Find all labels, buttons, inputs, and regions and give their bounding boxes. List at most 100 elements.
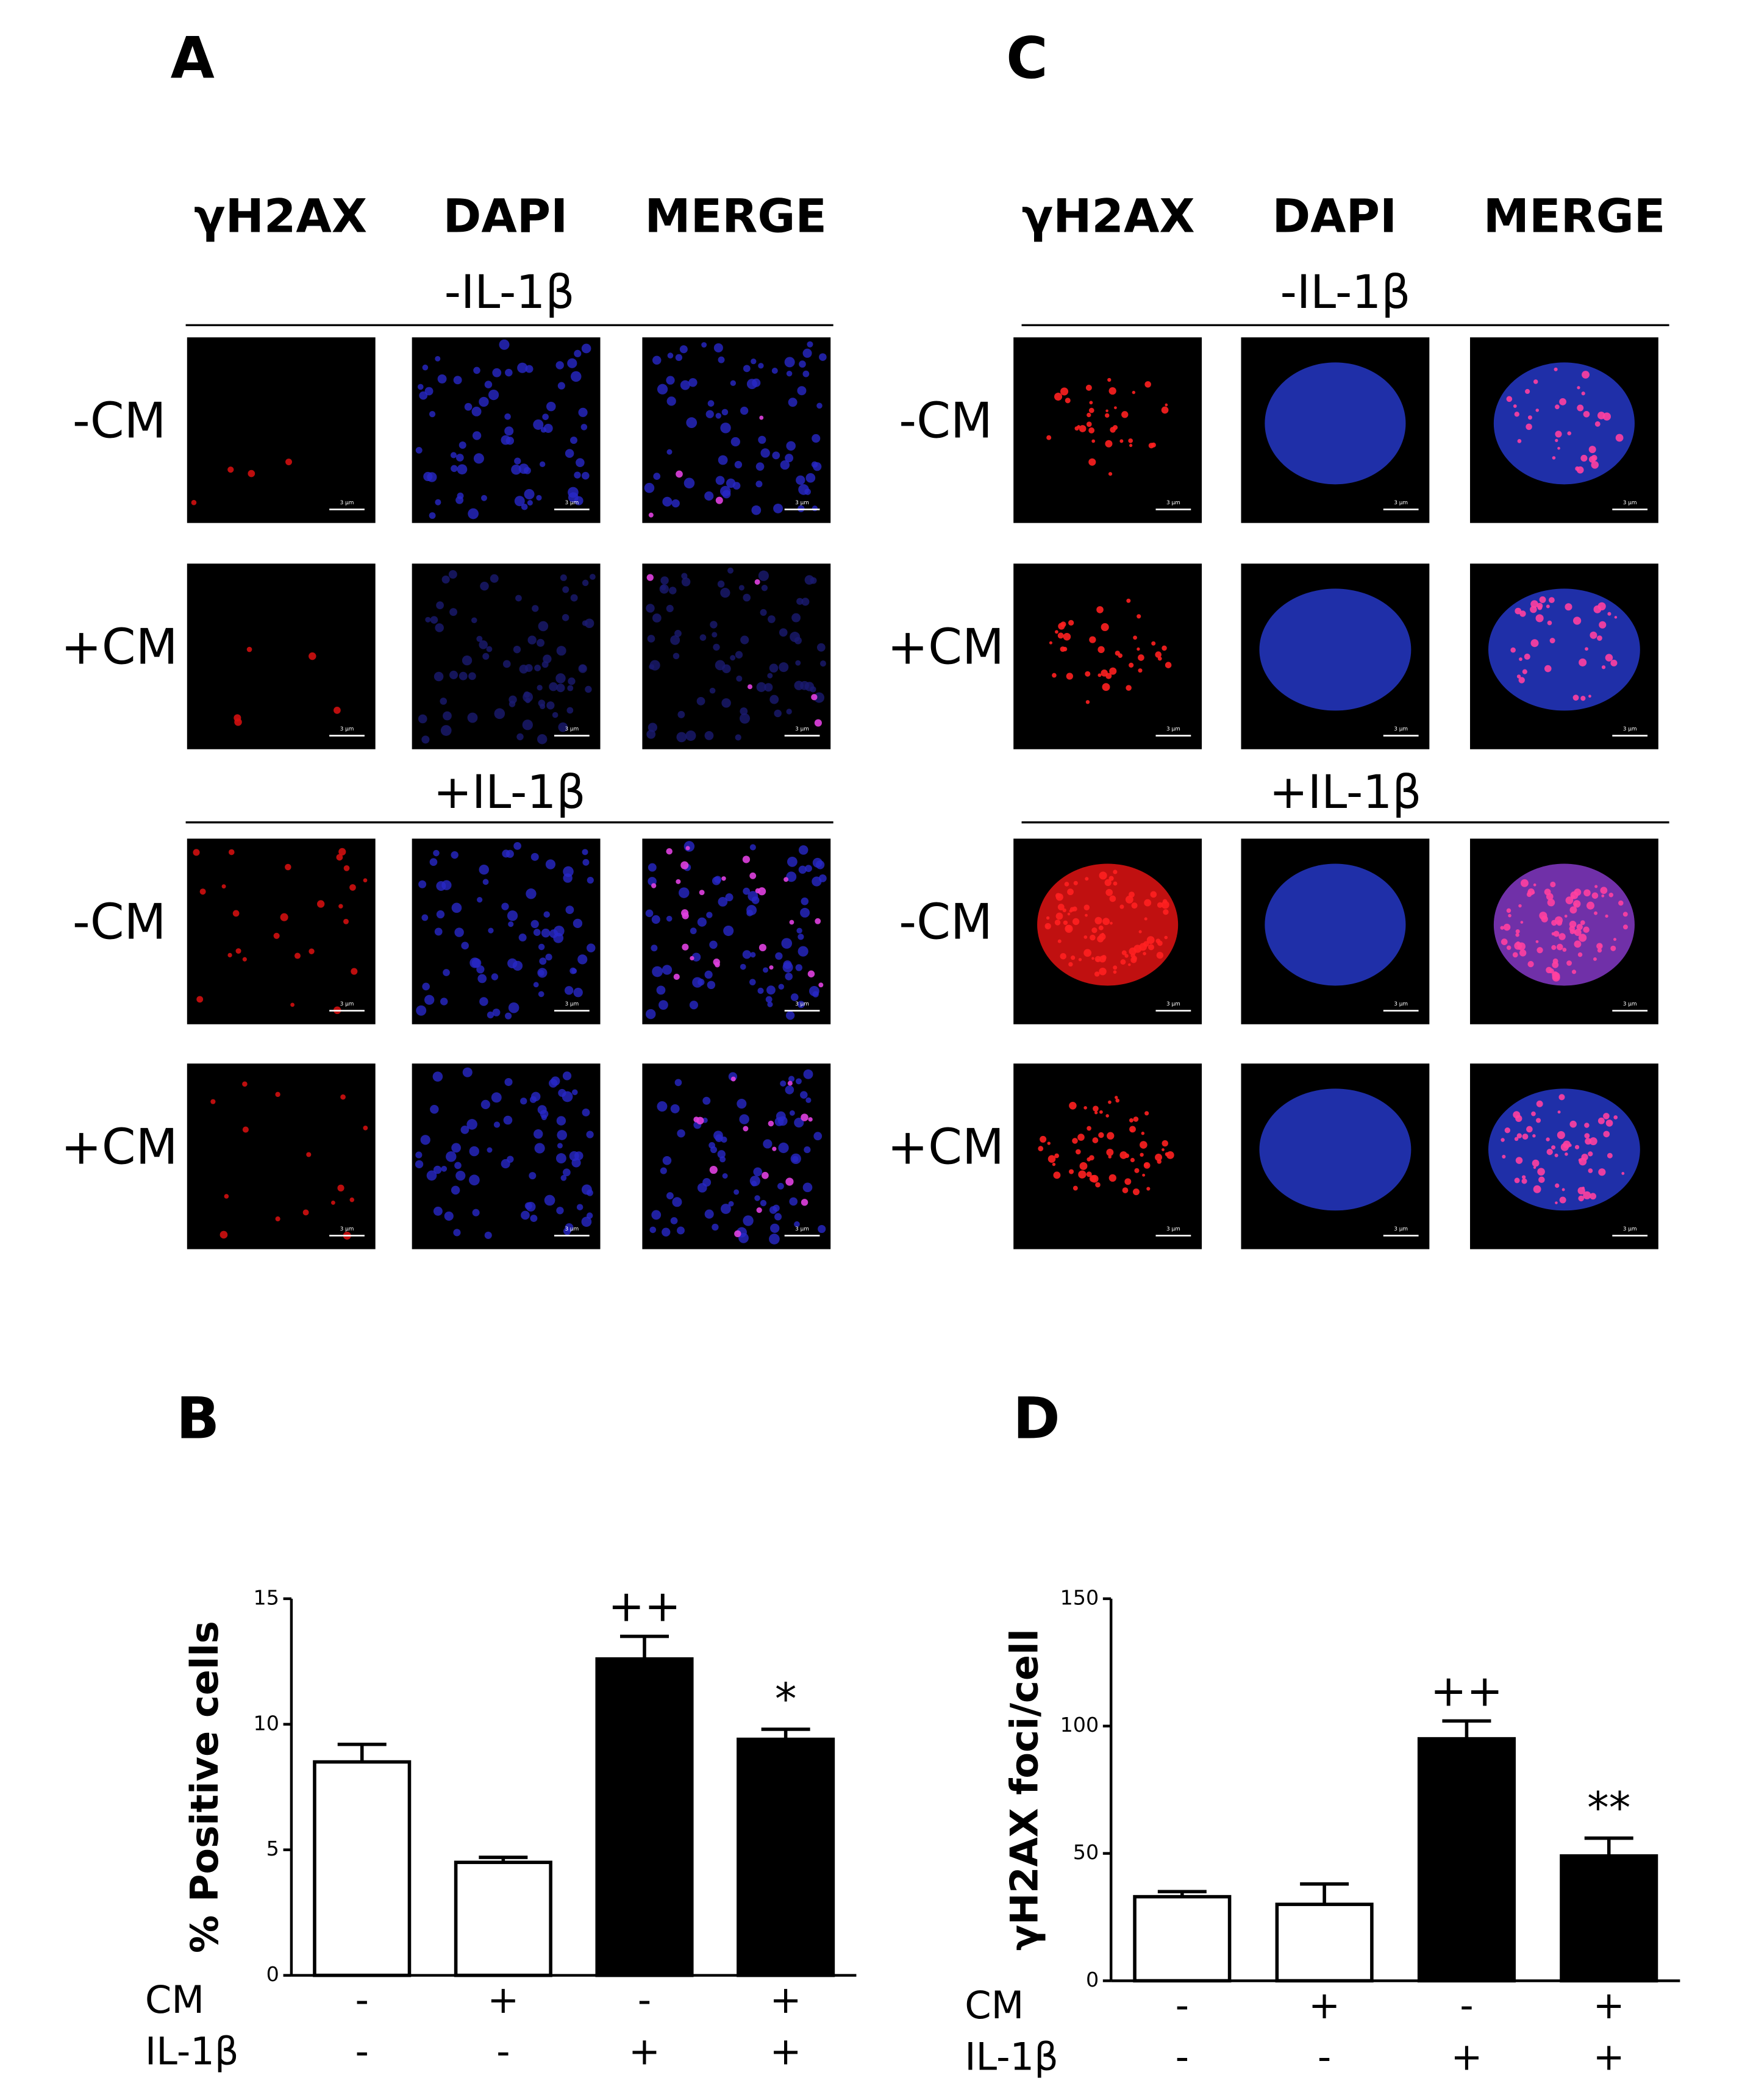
focus: [1603, 1113, 1610, 1120]
cell: [492, 1009, 501, 1016]
cell: [660, 584, 666, 591]
cell: [441, 1166, 448, 1172]
focus: [768, 1120, 774, 1127]
focus: [769, 965, 774, 970]
bar: [1275, 1902, 1374, 1983]
cell: [581, 1216, 592, 1227]
cell: [537, 638, 545, 647]
cell: [504, 413, 511, 420]
focus: [1085, 671, 1091, 677]
focus: [1546, 1148, 1553, 1155]
focus: [1553, 930, 1560, 937]
focus: [815, 918, 821, 924]
cell: [427, 472, 437, 482]
cell: [706, 912, 713, 918]
focus: [227, 952, 232, 958]
focus: [1504, 1127, 1511, 1134]
cell: [487, 1147, 493, 1153]
focus: [1046, 916, 1050, 920]
micrograph: 3 µm: [187, 563, 376, 749]
focus: [1527, 960, 1534, 968]
focus: [1144, 1111, 1149, 1116]
cell: [530, 852, 539, 861]
scale-bar-label: 3 µm: [1623, 726, 1637, 732]
focus: [1510, 647, 1516, 653]
focus: [699, 890, 705, 896]
cell: [791, 613, 801, 623]
scale-bar-label: 3 µm: [1166, 1001, 1180, 1007]
cell: [646, 729, 656, 739]
focus: [1532, 1134, 1536, 1138]
focus: [1138, 930, 1142, 934]
focus: [1094, 1111, 1098, 1115]
focus: [1559, 398, 1566, 405]
focus: [1515, 933, 1519, 937]
cell: [669, 587, 677, 595]
focus: [1519, 657, 1522, 661]
panel-letter: C: [1006, 26, 1048, 92]
focus: [1513, 404, 1517, 408]
cell: [775, 952, 783, 960]
cell: [450, 452, 457, 459]
focus: [1502, 1154, 1506, 1159]
focus: [1514, 1177, 1520, 1184]
cell: [739, 713, 751, 724]
focus: [1054, 1153, 1059, 1159]
cell: [804, 488, 811, 495]
panel-letter: B: [176, 1385, 220, 1452]
cell: [451, 902, 462, 913]
cell: [714, 876, 722, 884]
row-label: -CM: [73, 894, 166, 951]
micrograph: 3 µm: [412, 337, 601, 523]
cell: [484, 1231, 492, 1239]
cell: [816, 402, 823, 409]
focus: [309, 948, 315, 954]
focus: [749, 872, 757, 879]
cell: [755, 462, 765, 471]
cell: [556, 646, 566, 656]
focus: [1544, 888, 1551, 896]
cell: [795, 660, 801, 666]
focus: [1562, 948, 1567, 952]
cell: [652, 966, 663, 977]
cell: [562, 1071, 572, 1080]
cell: [538, 991, 544, 998]
cell: [792, 1155, 799, 1163]
focus: [673, 973, 680, 980]
focus: [248, 470, 255, 477]
focus: [1077, 1134, 1085, 1141]
focus: [1108, 1174, 1116, 1182]
focus: [199, 888, 206, 895]
focus: [756, 1207, 762, 1213]
cell: [644, 482, 655, 493]
cell: [790, 993, 799, 1001]
focus: [1099, 955, 1106, 963]
focus: [1108, 1100, 1112, 1104]
cell: [565, 905, 574, 915]
row-label: -CM: [899, 392, 993, 449]
focus: [1157, 656, 1162, 661]
cell: [649, 1226, 657, 1234]
cell: [720, 1204, 731, 1214]
focus: [1151, 442, 1156, 448]
cell: [683, 477, 695, 489]
cell: [666, 1192, 674, 1200]
scale-bar-label: 3 µm: [340, 1226, 354, 1232]
cell: [538, 621, 549, 632]
row-label: -CM: [73, 392, 166, 449]
scale-bar-label: 3 µm: [340, 726, 354, 732]
focus: [1594, 911, 1597, 915]
cell: [479, 640, 488, 649]
scale-bar-label: 3 µm: [565, 500, 579, 506]
cell: [760, 448, 770, 458]
cell: [416, 1005, 427, 1016]
focus: [680, 861, 689, 870]
cell: [541, 928, 551, 938]
cell: [722, 1173, 728, 1179]
cell: [530, 1215, 538, 1223]
focus: [273, 932, 280, 939]
cell: [653, 473, 661, 480]
focus: [1585, 1138, 1592, 1145]
focus: [280, 913, 288, 921]
cell: [563, 866, 574, 877]
